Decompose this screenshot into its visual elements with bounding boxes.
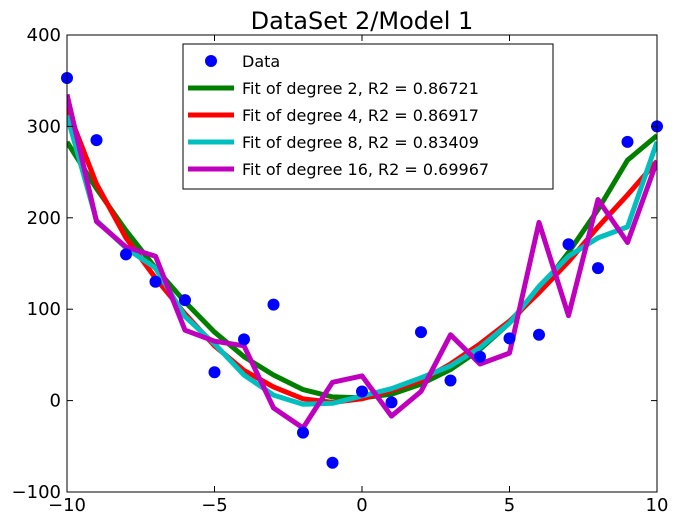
- legend-label: Fit of degree 2, R2 = 0.86721: [242, 79, 479, 98]
- chart-title: DataSet 2/Model 1: [251, 7, 474, 35]
- data-point: [503, 332, 516, 345]
- y-tick-label: 200: [27, 208, 61, 229]
- data-point: [474, 350, 486, 363]
- x-tick-label: −5: [201, 495, 228, 516]
- data-point: [385, 396, 398, 409]
- x-tick-label: 0: [356, 495, 367, 516]
- data-point: [533, 328, 545, 341]
- data-point: [208, 366, 221, 379]
- x-tick-label: 10: [646, 495, 669, 516]
- series-line-fit-of-degree-4: [67, 107, 657, 405]
- data-point: [267, 298, 280, 311]
- y-tick-label: 0: [50, 391, 61, 412]
- data-point: [326, 456, 339, 469]
- data-point: [297, 426, 309, 439]
- data-point: [90, 134, 103, 147]
- data-point: [415, 326, 427, 339]
- data-point: [120, 248, 132, 261]
- data-point: [592, 262, 604, 275]
- y-tick-label: −100: [12, 482, 61, 503]
- data-point: [621, 135, 634, 148]
- x-tick-label: −10: [48, 495, 86, 516]
- data-point: [444, 374, 457, 387]
- x-tick-label: 5: [504, 495, 515, 516]
- legend: Data Fit of degree 2, R2 = 0.86721 Fit of …: [182, 43, 554, 190]
- legend-marker-data: [205, 55, 217, 67]
- y-tick-label: 100: [27, 299, 61, 320]
- legend-label: Fit of degree 16, R2 = 0.69967: [242, 160, 489, 179]
- series-line-fit-of-degree-16: [67, 93, 657, 431]
- legend-label: Fit of degree 4, R2 = 0.86917: [242, 106, 479, 125]
- legend-box: [182, 43, 554, 190]
- legend-label: Fit of degree 8, R2 = 0.83409: [242, 133, 479, 152]
- data-point: [562, 238, 575, 251]
- legend-label: Data: [242, 52, 280, 71]
- y-tick-label: 300: [27, 116, 61, 137]
- data-point: [149, 275, 162, 288]
- points-layer: [61, 72, 663, 469]
- ticks-layer: −10 −5 0 5 10 −100 0 100 200 300 400: [12, 25, 669, 516]
- y-tick-label: 400: [27, 25, 61, 46]
- data-point: [179, 294, 191, 307]
- data-point: [238, 333, 250, 346]
- data-point: [356, 385, 368, 398]
